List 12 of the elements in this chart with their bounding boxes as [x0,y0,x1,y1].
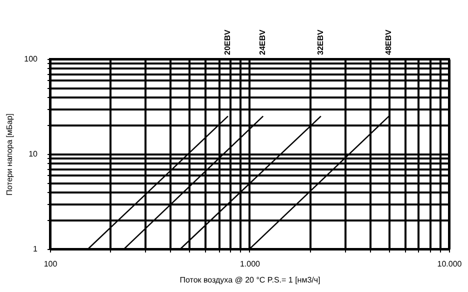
x-tick-label: 10.000 [437,260,462,268]
x-tick-label: 1.000 [240,260,261,268]
y-tick-label: 1 [33,244,38,254]
y-tick-label: 10 [28,150,38,158]
x-tick-label: 100 [44,260,58,268]
text: 48EBV [384,28,393,55]
y-tick-label: 100 [24,54,38,64]
text: 32EBV [316,28,325,55]
text: 20EBV [222,28,232,55]
y-axis-title: Потери напора [мБар] [5,113,14,196]
text: 24EBV [258,28,268,55]
x-axis-title: Поток воздуха @ 20 °C P.S.= 1 [нм3/ч] [180,276,320,284]
